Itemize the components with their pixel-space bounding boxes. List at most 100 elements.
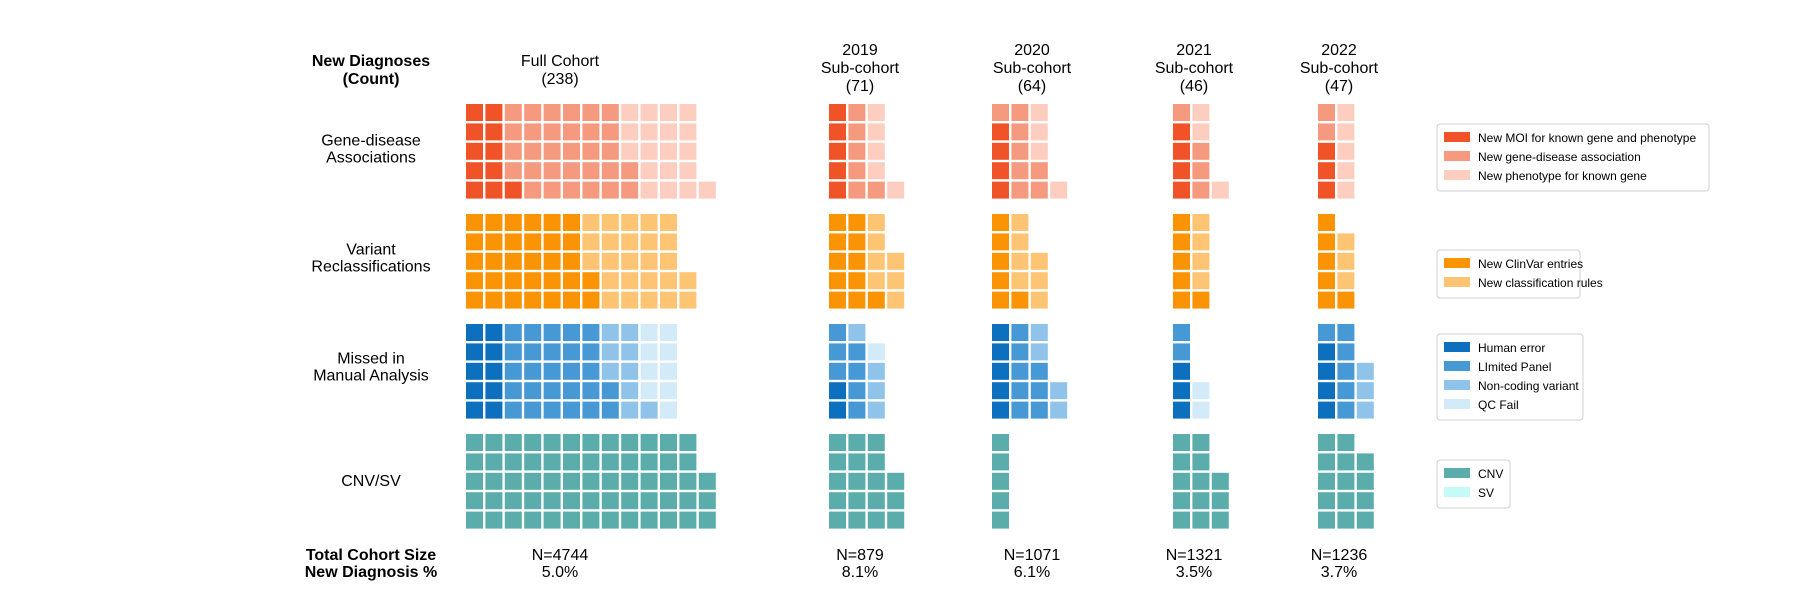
- legends: New MOI for known gene and phenotype New …: [1436, 123, 1710, 509]
- waffle-square: [1173, 252, 1190, 270]
- waffle-square: [1318, 492, 1335, 510]
- waffle-square: [848, 382, 866, 400]
- waffle-square: [1173, 324, 1190, 341]
- legend-frame: [1436, 123, 1710, 192]
- waffle-square: [466, 453, 483, 471]
- waffle-square: [848, 162, 866, 180]
- waffle-square: [829, 272, 846, 290]
- row-label: CNV/SV: [341, 473, 401, 490]
- waffle-square: [621, 272, 639, 290]
- waffle-square: [1173, 162, 1190, 180]
- waffle-square: [640, 272, 658, 290]
- waffle-square: [582, 453, 600, 471]
- waffle-square: [601, 472, 619, 490]
- waffle-square: [1318, 382, 1335, 400]
- waffle-square: [829, 123, 846, 141]
- row-label: Variant: [346, 242, 396, 259]
- waffle-square: [1337, 511, 1355, 529]
- legend-swatch: [1444, 277, 1470, 287]
- waffle-square: [1173, 142, 1190, 160]
- waffle-square: [524, 214, 542, 231]
- waffle-square: [543, 252, 561, 270]
- waffle-square: [466, 272, 483, 290]
- waffle-square: [563, 401, 580, 419]
- waffle-square: [582, 434, 600, 451]
- waffle-square: [887, 272, 905, 290]
- waffle-square: [1173, 382, 1190, 400]
- waffle-square: [660, 181, 677, 199]
- cohort-size: N=1071: [1004, 547, 1061, 564]
- waffle-square: [563, 492, 580, 510]
- legend-label: SV: [1478, 486, 1494, 500]
- waffle-square: [621, 453, 639, 471]
- waffle-square: [640, 233, 658, 251]
- waffle-square: [543, 233, 561, 251]
- waffle-square: [621, 434, 639, 451]
- row-header-line2: (Count): [343, 71, 400, 88]
- waffle-grid: [466, 104, 1374, 529]
- waffle-square: [485, 324, 503, 341]
- legend-swatch: [1444, 342, 1470, 352]
- waffle-square: [640, 162, 658, 180]
- waffle-gene_disease: [992, 104, 1068, 199]
- waffle-cnv_sv: [466, 434, 716, 529]
- waffle-square: [621, 382, 639, 400]
- waffle-square: [582, 362, 600, 380]
- waffle-square: [485, 291, 503, 309]
- waffle-square: [660, 272, 677, 290]
- waffle-square: [829, 181, 846, 199]
- waffle-square: [679, 453, 697, 471]
- waffle-square: [829, 434, 846, 451]
- waffle-square: [660, 123, 677, 141]
- waffle-square: [524, 492, 542, 510]
- waffle-square: [1173, 472, 1190, 490]
- waffle-square: [504, 291, 522, 309]
- waffle-square: [582, 252, 600, 270]
- waffle-variant_reclass: [1318, 214, 1355, 309]
- waffle-square: [679, 492, 697, 510]
- waffle-missed_manual: [992, 324, 1068, 419]
- waffle-square: [867, 162, 885, 180]
- column-subtitle: Sub-cohort: [1155, 60, 1234, 77]
- footer-header: Total Cohort Size New Diagnosis %: [305, 547, 437, 581]
- waffle-square: [660, 104, 677, 121]
- waffle-square: [1356, 492, 1374, 510]
- waffle-square: [640, 324, 658, 341]
- waffle-square: [524, 104, 542, 121]
- legend-swatch: [1444, 258, 1470, 268]
- legend-frame: [1436, 249, 1581, 299]
- column-count: (71): [846, 78, 874, 95]
- waffle-square: [563, 272, 580, 290]
- waffle-square: [466, 472, 483, 490]
- waffle-square: [867, 272, 885, 290]
- waffle-square: [621, 343, 639, 361]
- waffle-square: [660, 453, 677, 471]
- waffle-square: [601, 492, 619, 510]
- footer-line1: Total Cohort Size: [306, 547, 436, 564]
- waffle-square: [679, 434, 697, 451]
- waffle-gene_disease: [829, 104, 905, 199]
- diagnosis-percent: 3.7%: [1321, 564, 1357, 581]
- waffle-cnv_sv: [1173, 434, 1229, 529]
- waffle-square: [992, 214, 1009, 231]
- waffle-square: [1337, 252, 1355, 270]
- row-label: Missed in: [337, 351, 405, 368]
- waffle-square: [829, 104, 846, 121]
- row-header: New Diagnoses (Count): [312, 53, 430, 88]
- waffle-square: [485, 472, 503, 490]
- waffle-square: [640, 252, 658, 270]
- diagnosis-percent: 5.0%: [542, 564, 578, 581]
- waffle-square: [1337, 343, 1355, 361]
- waffle-square: [466, 401, 483, 419]
- waffle-square: [621, 104, 639, 121]
- waffle-square: [543, 142, 561, 160]
- waffle-square: [848, 214, 866, 231]
- waffle-square: [679, 511, 697, 529]
- waffle-square: [543, 472, 561, 490]
- waffle-square: [563, 382, 580, 400]
- waffle-square: [582, 324, 600, 341]
- waffle-square: [601, 272, 619, 290]
- waffle-square: [679, 291, 697, 309]
- waffle-variant_reclass: [829, 214, 905, 309]
